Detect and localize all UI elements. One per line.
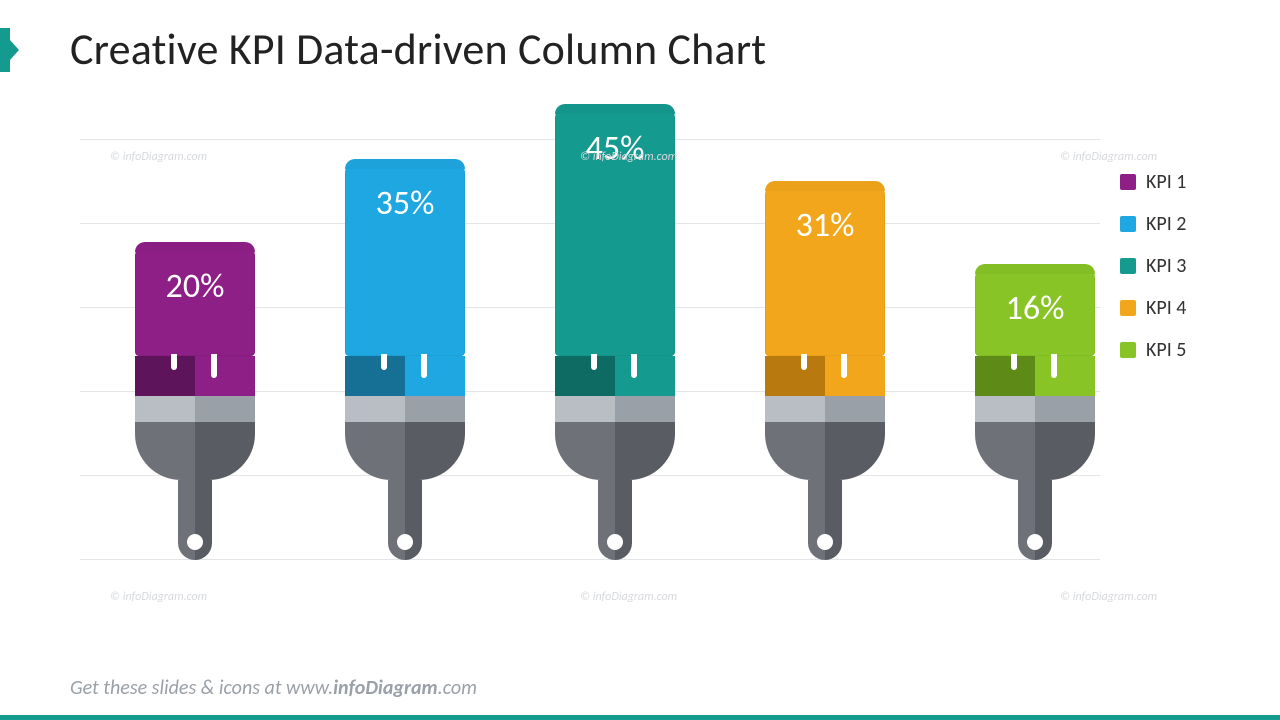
paint-stroke: 45% — [555, 108, 675, 356]
legend-label: KPI 2 — [1146, 212, 1186, 236]
legend-item: KPI 3 — [1120, 254, 1186, 278]
paint-stroke: 35% — [345, 163, 465, 356]
legend-item: KPI 5 — [1120, 338, 1186, 362]
watermark-text: © infoDiagram.com — [110, 150, 207, 164]
ribbon-banner: This chart is Data-Driven Excel Chart — [917, 92, 1280, 138]
footer-bold: infoDiagram — [333, 676, 438, 700]
footer-text: Get these slides & icons at www.infoDiag… — [70, 676, 477, 700]
legend-swatch — [1120, 174, 1136, 190]
slide: Creative KPI Data-driven Column Chart Th… — [0, 0, 1280, 720]
accent-stripe — [0, 28, 10, 72]
legend-swatch — [1120, 300, 1136, 316]
paintbrush-icon — [975, 356, 1095, 560]
chart-legend: KPI 1 KPI 2 KPI 3 KPI 4 KPI 5 — [1120, 170, 1186, 362]
watermark-text: © infoDiagram.com — [580, 150, 677, 164]
paintbrush-icon — [135, 356, 255, 560]
brush-column: 35% — [330, 163, 480, 560]
legend-swatch — [1120, 258, 1136, 274]
bar-value-label: 20% — [135, 266, 255, 307]
ribbon-notch — [917, 92, 939, 138]
legend-label: KPI 3 — [1146, 254, 1186, 278]
watermark-text: © infoDiagram.com — [580, 590, 677, 604]
footer-suffix: .com — [438, 676, 477, 700]
legend-swatch — [1120, 342, 1136, 358]
paintbrush-icon — [345, 356, 465, 560]
legend-label: KPI 1 — [1146, 170, 1186, 194]
legend-swatch — [1120, 216, 1136, 232]
brush-column: 20% — [120, 246, 270, 560]
paint-stroke: 20% — [135, 246, 255, 356]
paintbrush-icon — [555, 356, 675, 560]
brush-column: 31% — [750, 185, 900, 560]
bottom-accent-bar — [0, 715, 1280, 720]
legend-item: KPI 2 — [1120, 212, 1186, 236]
legend-item: KPI 1 — [1120, 170, 1186, 194]
brush-column: 45% — [540, 108, 690, 560]
watermark-text: © infoDiagram.com — [1060, 590, 1157, 604]
bar-value-label: 16% — [975, 288, 1095, 329]
ribbon-text: This chart is Data-Driven Excel Chart — [961, 103, 1254, 127]
paint-stroke: 31% — [765, 185, 885, 356]
legend-label: KPI 5 — [1146, 338, 1186, 362]
paintbrush-icon — [765, 356, 885, 560]
watermark-text: © infoDiagram.com — [110, 590, 207, 604]
footer-prefix: Get these slides & icons at www. — [70, 676, 333, 700]
chart-plot: 20%35%45%31%16% — [80, 140, 1100, 560]
brush-column: 16% — [960, 268, 1110, 560]
paint-stroke: 16% — [975, 268, 1095, 356]
bar-value-label: 35% — [345, 183, 465, 224]
slide-title: Creative KPI Data-driven Column Chart — [70, 22, 766, 76]
bar-value-label: 31% — [765, 205, 885, 246]
legend-item: KPI 4 — [1120, 296, 1186, 320]
legend-label: KPI 4 — [1146, 296, 1186, 320]
watermark-text: © infoDiagram.com — [1060, 150, 1157, 164]
